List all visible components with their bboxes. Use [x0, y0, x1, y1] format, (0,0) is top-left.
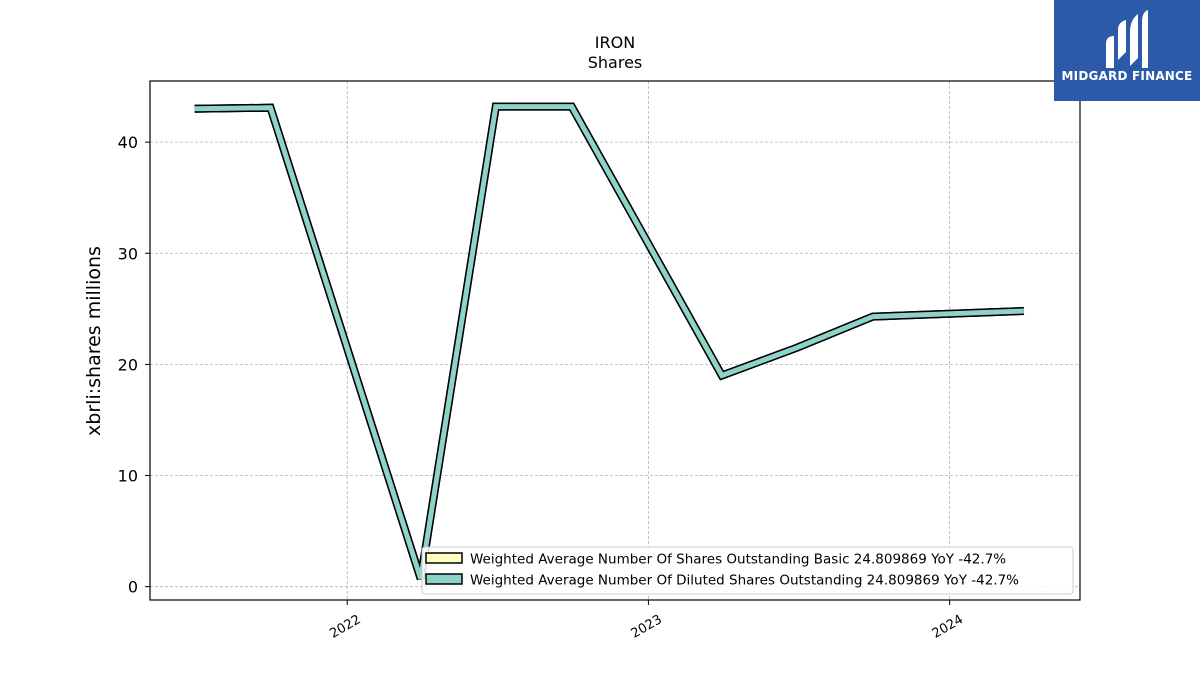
series-line-1	[194, 104, 1024, 580]
y-tick-label: 10	[118, 467, 138, 486]
x-tick-label: 2022	[327, 612, 363, 642]
y-axis-ticks: 0 10 20 30 40	[118, 133, 150, 597]
x-tick-label: 2023	[629, 612, 665, 642]
logo-text: MIDGARD FINANCE	[1061, 69, 1193, 83]
logo-mark-icon	[1106, 10, 1148, 68]
legend-frame	[421, 546, 1074, 595]
legend-swatch-diluted	[425, 573, 463, 585]
legend-label-diluted: Weighted Average Number Of Diluted Share…	[470, 573, 1019, 589]
plot-frame	[149, 80, 1081, 601]
y-axis-label: xbrli:shares millions	[83, 246, 105, 436]
x-axis-ticks: 2022 2023 2024	[327, 600, 966, 642]
y-tick-label: 40	[118, 133, 138, 152]
legend-label-basic: Weighted Average Number Of Shares Outsta…	[470, 552, 1006, 568]
chart-title: IRON	[595, 33, 635, 52]
y-tick-label: 30	[118, 244, 138, 263]
legend-swatch-basic	[425, 552, 463, 564]
x-tick-label: 2024	[930, 612, 966, 642]
chart-subtitle: Shares	[588, 53, 643, 72]
midgard-finance-logo: MIDGARD FINANCE	[1054, 0, 1200, 101]
grid	[150, 81, 1080, 600]
y-tick-label: 0	[128, 578, 138, 597]
series-lines	[194, 102, 1025, 581]
y-tick-label: 20	[118, 355, 138, 374]
legend: Weighted Average Number Of Shares Outsta…	[421, 546, 1074, 595]
